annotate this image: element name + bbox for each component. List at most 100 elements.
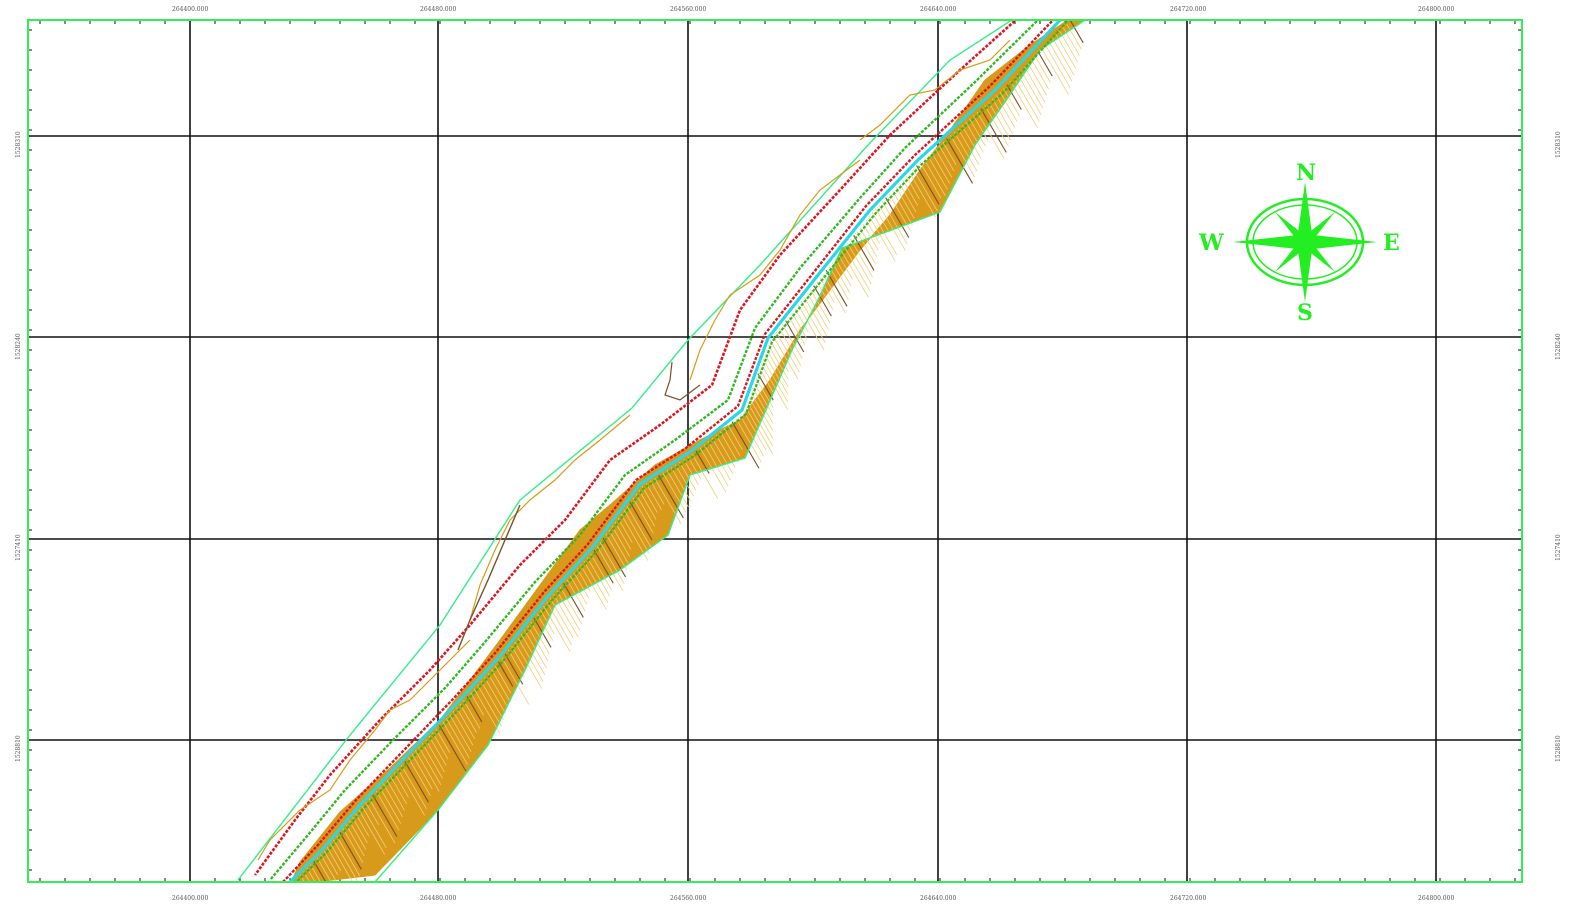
contour-line [703,444,729,487]
contour-line [850,238,873,278]
contour-line [719,431,738,462]
contour-line [895,186,915,219]
contour-line [766,349,789,387]
contour-line [743,411,767,451]
contour-line [938,145,955,172]
compass-east-label: E [1383,230,1400,256]
contour-line [1031,59,1049,90]
contour-line [459,703,477,733]
contour-line [393,772,409,798]
contour-line [326,847,342,872]
contour-line [361,805,387,849]
contour-line [501,657,530,705]
contour-line [1059,30,1078,63]
contour-line [881,201,908,245]
contour-line [755,378,774,409]
contour-line [339,831,362,870]
contour-line [699,447,727,493]
contour-line [320,854,337,882]
contour-line [641,485,658,513]
contour-line [511,645,527,671]
contour-line [899,183,917,213]
contour-line [1003,88,1020,117]
top-axis-label: 264640.000 [920,6,956,13]
contour-line [559,586,582,625]
contour-line [1013,77,1040,122]
contour-lines [293,20,1084,882]
frame-ticks [28,20,1522,882]
contour-line [853,235,875,271]
contour-line [333,839,359,882]
contour-line [969,118,986,147]
contour-line [336,835,361,877]
contour-line [452,710,474,746]
contour-line [484,676,506,714]
contour-line [602,537,627,578]
contour-line [984,105,1009,147]
contour-line [807,293,829,330]
compass-west-label: W [1198,230,1224,256]
contour-line [923,158,946,196]
contour-line [629,501,653,541]
contour-line [679,461,697,491]
contour-line [463,699,481,729]
contour-line [456,707,476,740]
contour-line [988,101,1011,141]
contour-line [494,665,512,694]
right-axis-label: 1528240 [1555,333,1562,360]
bottom-axis-label: 264720.000 [1170,895,1206,902]
contour-line [980,108,1007,153]
contour-line [590,553,612,590]
road-edge-red-inner [282,20,1055,882]
terrain-line [689,159,861,381]
contour-line [508,649,525,678]
contour-line [626,505,651,548]
axis-labels-left: 1528310 1528240 1527410 1528810 [15,131,22,762]
contour-line [885,197,910,238]
contour-line [617,517,633,543]
contour-line [470,692,485,716]
contour-line [316,857,332,882]
contour-line [797,304,825,350]
contour-line [828,266,849,300]
contour-line [654,477,682,524]
contour-line [375,790,400,831]
contour-line [750,392,774,432]
contour-line [788,316,806,346]
road-edge-green-outer [269,20,1040,881]
contour-line [583,560,609,604]
top-axis-label: 264560.000 [670,6,706,13]
contour-line [580,564,607,610]
contour-line [764,354,789,395]
bottom-axis-label: 264400.000 [172,895,208,902]
contour-line [847,242,872,285]
contour-line [785,320,805,353]
contour-line [397,768,426,816]
contour-line [449,714,472,752]
contour-line [310,864,321,882]
contour-line [491,669,510,701]
contour-line [927,155,948,190]
contour-line [666,469,689,508]
contour-line [844,246,871,291]
contour-line [931,151,950,184]
contour-line [794,308,809,333]
contour-line [838,254,853,280]
contour-line [1010,80,1038,128]
contour-line [473,688,501,734]
contour-line [1024,66,1046,103]
contour-line [723,427,741,456]
contour-line [658,475,684,519]
contour-line [834,258,852,287]
contour-line [813,285,832,317]
contour-line [819,277,835,303]
contour-line [757,373,774,401]
contour-line [909,172,936,218]
contour-line [649,480,665,505]
contour-line [902,179,919,206]
contour-line [466,696,483,723]
contour-line [553,594,579,638]
contour-line [355,813,370,837]
terrain-line [469,414,631,621]
